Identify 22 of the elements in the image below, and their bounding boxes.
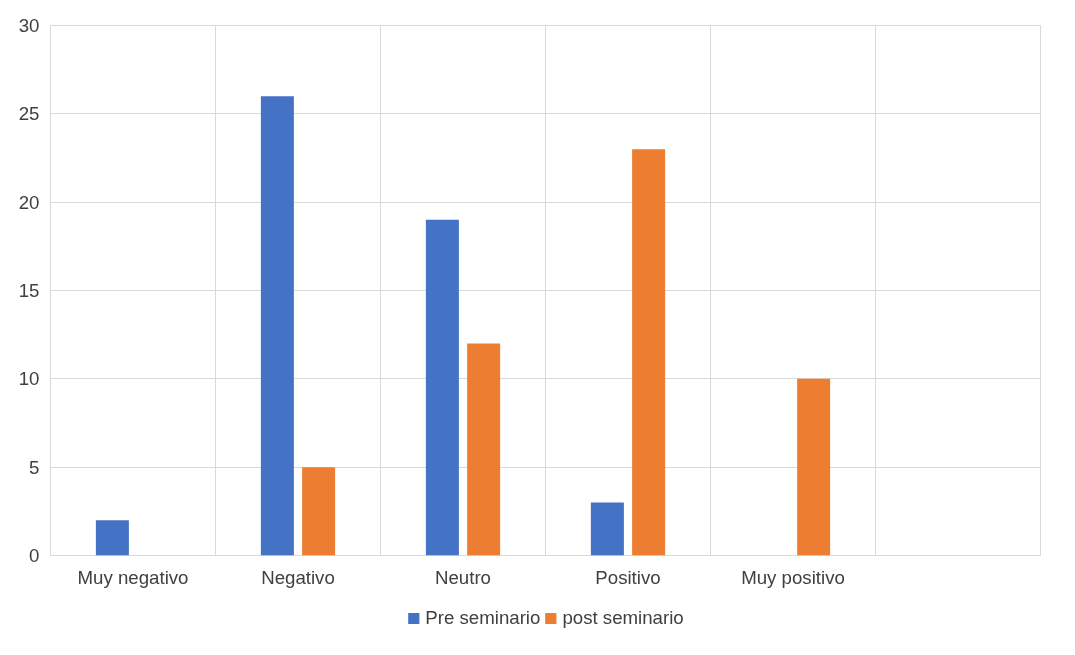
bar <box>467 343 501 556</box>
bar <box>797 378 831 556</box>
y-tick-label: 20 <box>18 191 40 213</box>
bar <box>260 96 294 556</box>
bar <box>425 219 459 556</box>
x-tick-label: Muy positivo <box>741 566 845 588</box>
legend-label: post seminario <box>562 606 684 629</box>
y-tick-label: 30 <box>18 15 40 36</box>
x-tick-label: Neutro <box>435 566 491 588</box>
y-tick-label: 0 <box>29 545 40 566</box>
x-tick-label: Muy negativo <box>77 566 189 588</box>
y-tick-label: 15 <box>18 280 40 301</box>
bar <box>302 467 336 556</box>
y-tick-label: 5 <box>29 456 40 478</box>
legend-label: Pre seminario <box>425 606 541 629</box>
bar <box>95 520 129 556</box>
y-tick-label: 25 <box>18 103 40 125</box>
bar <box>590 502 624 556</box>
x-tick-label: Positivo <box>595 566 661 588</box>
y-tick-label: 10 <box>18 368 40 390</box>
bar <box>632 149 666 556</box>
x-tick-label: Negativo <box>261 566 335 588</box>
